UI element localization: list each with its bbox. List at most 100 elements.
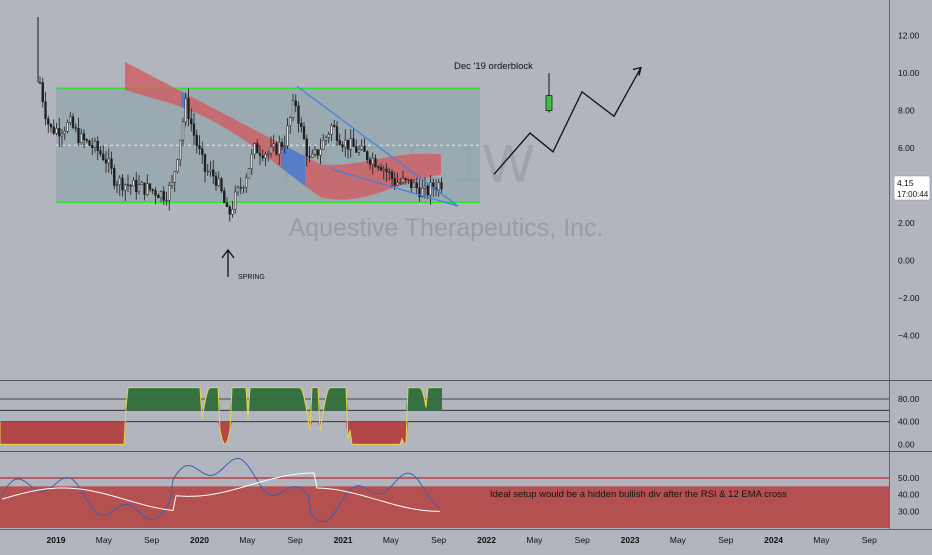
candle-body (99, 150, 102, 155)
candle-body (113, 168, 116, 186)
candles-layer (37, 17, 443, 222)
candle-body (173, 171, 176, 183)
candle-body (198, 145, 201, 149)
time-tick-label: May (239, 535, 256, 545)
candle-body (151, 189, 154, 191)
candle-body (132, 179, 135, 187)
candle-body (187, 98, 190, 119)
candle-body (38, 82, 42, 84)
candle-body (121, 177, 124, 191)
candle-body (253, 143, 256, 155)
candle-body (110, 158, 113, 169)
candle-body (291, 100, 295, 118)
candle-body (242, 187, 245, 189)
ema-cross-band (281, 143, 305, 186)
candle-body (170, 182, 174, 186)
candle-body (96, 140, 99, 151)
candle-body (374, 158, 377, 167)
candle-body (264, 154, 267, 159)
ema-band (125, 61, 441, 200)
candle-body (126, 184, 130, 186)
time-tick-label: 2024 (764, 535, 783, 545)
time-tick-label: Sep (575, 535, 590, 545)
time-tick-label: Sep (718, 535, 733, 545)
candle-body (55, 128, 58, 134)
projection-candle-body (545, 95, 553, 111)
price-tick-label: 12.00 (898, 31, 920, 41)
candle-body (272, 143, 275, 148)
candle-body (421, 188, 424, 198)
candle-body (179, 139, 182, 160)
candle-body (324, 137, 328, 141)
candle-body (308, 155, 311, 158)
candle-body (377, 166, 380, 168)
rsi-line (1, 457, 441, 523)
candle-body (107, 158, 110, 164)
osc-tick-label: 80.00 (898, 394, 920, 404)
candle-body (300, 123, 303, 127)
candle-body (69, 116, 72, 123)
candle-body (220, 178, 223, 192)
price-tick-label: −2.00 (898, 293, 920, 303)
candle-body (245, 177, 248, 188)
candle-body (418, 187, 421, 198)
candle-body (157, 195, 160, 199)
time-tick-label: 2020 (190, 535, 209, 545)
candle-body (129, 185, 132, 187)
time-tick-label: May (383, 535, 400, 545)
candle-body (278, 141, 281, 155)
time-axis[interactable]: 2019 May Sep 2020 May Sep 2021 May Sep 2022 May Sep… (47, 535, 878, 545)
time-tick-label: 2019 (47, 535, 66, 545)
candle-body (239, 187, 242, 189)
candle-body (261, 155, 264, 159)
candle-body (41, 82, 44, 103)
candle-body (231, 209, 234, 215)
rsi-layer (0, 457, 889, 528)
projection-layer (493, 66, 642, 175)
candle-body (407, 179, 410, 181)
spring-arrow-icon (221, 248, 235, 277)
candle-body (355, 146, 358, 153)
candle-body (344, 139, 347, 148)
falling-wedge (296, 85, 459, 207)
spring-label: SPRING (238, 274, 265, 281)
time-tick-label: 2022 (477, 535, 496, 545)
candle-body (297, 105, 300, 124)
candle-body (437, 182, 440, 191)
candle-body (410, 179, 413, 188)
setup-note: Ideal setup would be a hidden bullish di… (490, 489, 787, 500)
candle-body (135, 179, 138, 193)
oscillator-layer (0, 387, 889, 445)
candle-body (280, 141, 284, 147)
candle-body (104, 159, 108, 164)
candle-body (368, 159, 372, 165)
rsi-lower-zone (0, 486, 889, 528)
candle-body (228, 206, 231, 215)
candle-body (327, 134, 330, 138)
orderblock-label: Dec '19 orderblock (454, 61, 533, 72)
candle-body (91, 145, 94, 148)
candle-body (52, 126, 55, 134)
falling-wedge-layer (296, 85, 459, 207)
candle-body (388, 171, 391, 173)
time-tick-label: 2021 (334, 535, 353, 545)
candle-body (47, 118, 50, 125)
time-tick-label: May (526, 535, 543, 545)
candle-body (341, 144, 344, 148)
candle-body (335, 126, 339, 141)
candle-body (286, 125, 289, 147)
candle-body (250, 153, 253, 169)
candle-body (385, 168, 388, 172)
candle-body (66, 122, 69, 132)
candle-body (415, 182, 418, 189)
candle-body (289, 117, 292, 127)
candle-body (58, 128, 61, 137)
candle-body (294, 100, 297, 107)
candle-body (165, 199, 168, 202)
candle-body (184, 98, 187, 123)
candle-body (379, 167, 383, 171)
candle-body (71, 116, 75, 128)
osc-tick-label: 40.00 (898, 417, 920, 427)
candle-body (371, 158, 374, 165)
